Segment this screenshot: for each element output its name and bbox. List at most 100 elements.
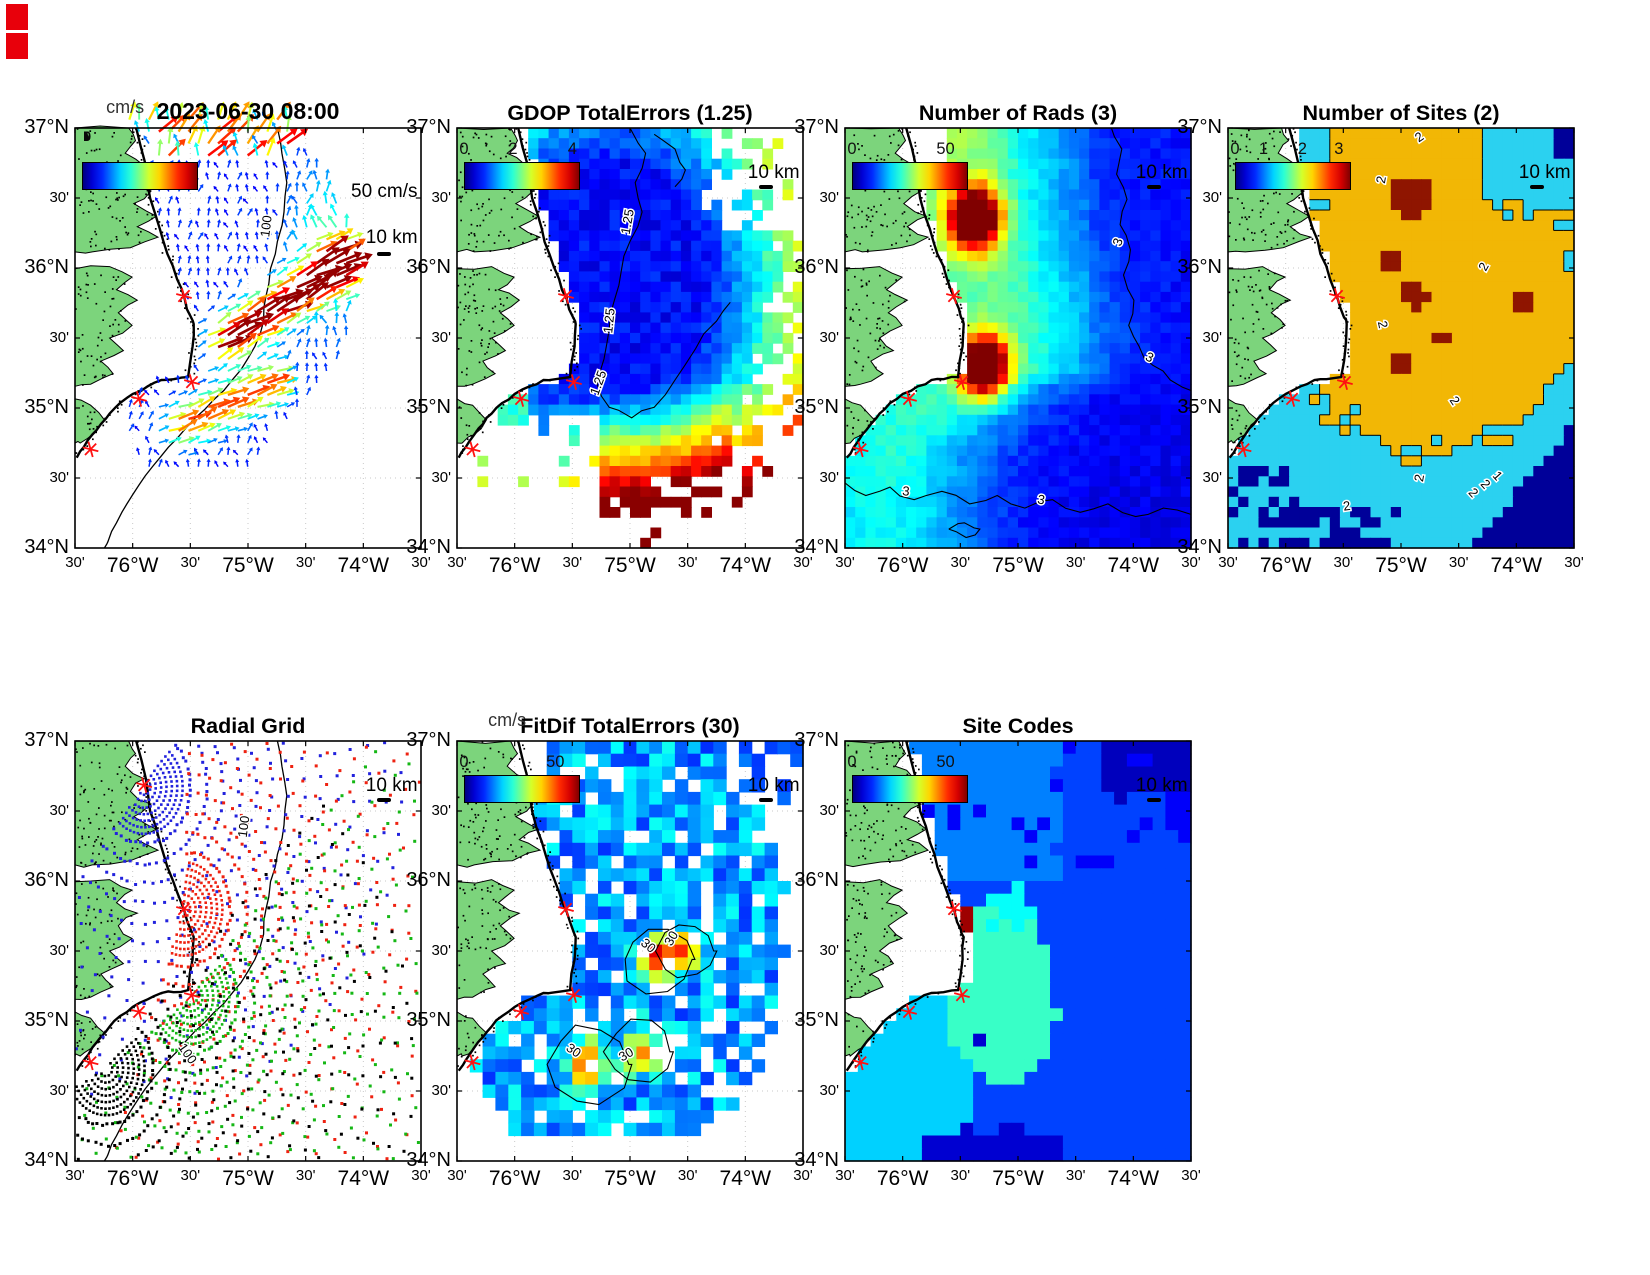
radar-site-icon: [854, 1055, 867, 1069]
x-axis-tick-label: 30': [1181, 554, 1201, 571]
panel-title-number-of-rads: Number of Rads (3): [918, 101, 1118, 125]
y-axis-tick-label: 36°N: [794, 868, 839, 891]
y-axis-tick-label: 30': [819, 942, 839, 959]
radar-site-icon: [177, 289, 191, 303]
radar-site-icon: [466, 1055, 479, 1069]
x-axis-tick-label: 30': [1333, 554, 1354, 571]
scale-km-label: 10 km: [1135, 775, 1188, 797]
y-axis-tick-label: 37°N: [406, 729, 451, 751]
radial-grid-site-1: [114, 742, 421, 1161]
y-axis-tick-label: 37°N: [406, 116, 451, 138]
x-axis-tick-label: 30': [295, 1167, 316, 1184]
colorbar-tick-label: 4: [567, 139, 577, 158]
radar-site-icon: [1285, 392, 1299, 406]
radar-site-icon: [567, 988, 581, 1002]
x-axis-tick-label: 76°W: [876, 1167, 929, 1190]
axes-box: [1227, 127, 1575, 549]
axes-box: [844, 740, 1192, 1162]
y-axis-tick-label: 36°N: [406, 255, 451, 278]
radar-site-icon: [1330, 289, 1344, 303]
corner-artifact-block: [6, 33, 28, 59]
x-axis-tick-label: 30': [950, 554, 971, 571]
land-coastline: [456, 740, 577, 1072]
land-speckles: [457, 741, 580, 1067]
map-site-codes: [844, 740, 1192, 1162]
y-axis-tick-label: 35°N: [24, 1009, 69, 1031]
colorbar-tick-label: 50: [936, 752, 955, 771]
x-axis-tick-label: 76°W: [1259, 554, 1312, 577]
radar-site-icon: [567, 375, 581, 389]
contour-labels: 100: [256, 213, 277, 239]
y-axis-tick-label: 35°N: [24, 396, 69, 418]
radar-site-icon: [84, 442, 97, 456]
heatmap-cells: [477, 128, 804, 549]
y-axis-tick-label: 30': [49, 942, 69, 959]
scale-km-label: 10 km: [747, 775, 800, 797]
x-axis-tick-label: 30': [793, 554, 813, 571]
y-axis-tick-label: 30': [49, 1081, 69, 1099]
panel-site-codes: Site Codes 37°N 30' 36°N 30' 35°N 30' 34°N 30' 76…: [794, 714, 1200, 1190]
scale-cms-label: 50 cm/s: [351, 180, 418, 202]
axes-box: [74, 740, 422, 1162]
y-axis-tick-label: 30': [1202, 329, 1222, 346]
colorbar-overlapping-tick-labels: 0 5 10 15 20 25 30 35 40 45 50: [84, 129, 198, 144]
y-axis-tick-label: 30': [431, 189, 451, 206]
x-axis-tick-label: 30': [1065, 1167, 1086, 1184]
x-axis-tick-label: 75°W: [992, 1167, 1044, 1190]
land-coastline: [74, 740, 195, 1072]
x-axis-tick-label: 76°W: [876, 554, 929, 577]
y-axis-tick-label: 30': [819, 802, 839, 819]
x-axis-tick-label: 30': [1065, 554, 1086, 571]
radar-site-icon: [947, 289, 961, 303]
radar-site-icon: [1237, 442, 1250, 456]
panel-title-totals-vectors: 2023-06-30 08:00: [156, 98, 340, 124]
colorbar-tick-label: 2: [508, 139, 518, 158]
y-axis-tick-label: 34°N: [794, 536, 839, 558]
colorbar-tick-label: 3: [1334, 139, 1344, 158]
x-axis-tick-label: 74°W: [1107, 554, 1160, 577]
radar-site-icon: [514, 1005, 528, 1019]
scale-km-bar: [1529, 184, 1544, 189]
panel-title-radial-grid: Radial Grid: [190, 714, 306, 738]
panel-gdop-total-errors: 1.25 1.25 1.25 GDOP TotalErrors (1.25) 37°N 3…: [406, 101, 812, 577]
colorbar-tick-label: 2: [1297, 139, 1307, 158]
x-axis-tick-label: 76°W: [488, 1167, 541, 1190]
y-axis-tick-label: 30': [819, 329, 839, 346]
scale-km-bar: [376, 797, 391, 802]
panel-totals-vectors: 100 2023-06-30 08:00 cm/s 37°N 30' 36°N 30' 35°…: [24, 97, 430, 577]
x-axis-tick-label: 75°W: [992, 554, 1044, 577]
radar-site-icon: [559, 902, 573, 916]
x-axis-tick-label: 75°W: [222, 554, 274, 577]
x-axis-tick-label: 74°W: [337, 554, 390, 577]
x-axis-tick-label: 30': [447, 1167, 467, 1184]
y-axis-tick-label: 35°N: [1177, 396, 1222, 418]
panel-title-number-of-sites: Number of Sites (2): [1302, 101, 1500, 125]
x-axis-tick-label: 74°W: [1490, 554, 1543, 577]
colorbar: [1234, 161, 1352, 190]
y-axis-tick-label: 36°N: [406, 868, 451, 891]
radar-site-icon: [947, 902, 961, 916]
y-axis-tick-label: 35°N: [406, 1009, 451, 1031]
x-axis-tick-label: 74°W: [719, 554, 772, 577]
y-axis-tick-label: 30': [1202, 468, 1222, 486]
y-axis-tick-label: 34°N: [406, 536, 451, 558]
contour-lines: [596, 127, 731, 419]
y-axis-tick-label: 34°N: [794, 1149, 839, 1171]
x-axis-tick-label: 75°W: [222, 1167, 274, 1190]
land-coastline: [844, 127, 965, 459]
corner-artifact-block: [6, 4, 28, 30]
radar-site-icon: [1338, 375, 1352, 389]
x-axis-tick-label: 74°W: [337, 1167, 390, 1190]
y-axis-tick-label: 35°N: [406, 396, 451, 418]
y-axis-tick-label: 30': [431, 1081, 451, 1099]
scale-km-bar: [758, 184, 773, 189]
x-axis-tick-label: 75°W: [604, 554, 656, 577]
x-axis-tick-label: 30': [1448, 554, 1469, 571]
x-axis-tick-label: 76°W: [106, 1167, 159, 1190]
contour-label: 100: [235, 815, 253, 838]
radar-site-icon: [955, 988, 969, 1002]
